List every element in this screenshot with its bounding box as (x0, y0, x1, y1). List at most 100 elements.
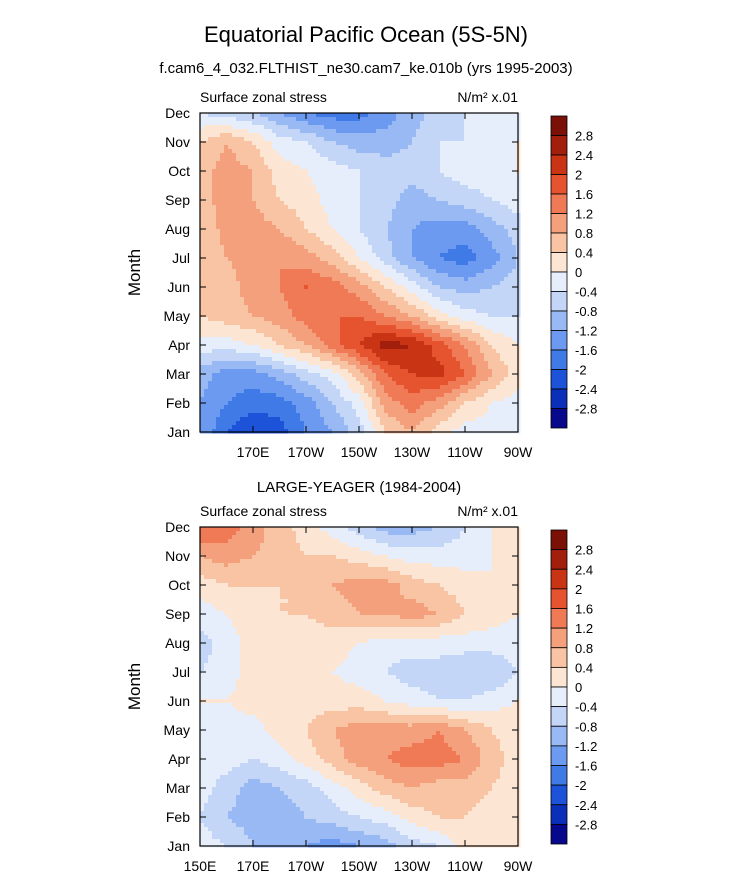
contour-cell (500, 257, 505, 262)
contour-cell (388, 221, 393, 226)
contour-cell (300, 281, 305, 286)
contour-cell (452, 277, 457, 282)
contour-cell (204, 249, 209, 254)
contour-cell (504, 117, 509, 122)
contour-cell (504, 261, 509, 266)
contour-cell (268, 225, 273, 230)
contour-cell (476, 165, 481, 170)
contour-cell (240, 121, 245, 126)
contour-cell (452, 169, 457, 174)
contour-cell (484, 173, 489, 178)
contour-cell (464, 285, 469, 290)
contour-cell (204, 225, 209, 230)
contour-cell (340, 201, 345, 206)
contour-cell (236, 321, 241, 326)
contour-cell (412, 325, 417, 330)
contour-cell (372, 317, 377, 322)
contour-cell (436, 261, 441, 266)
contour-cell (288, 265, 293, 270)
contour-cell (404, 237, 409, 242)
contour-cell (408, 177, 413, 182)
contour-cell (492, 249, 497, 254)
contour-cell (344, 285, 349, 290)
contour-cell (472, 165, 477, 170)
contour-cell (380, 317, 385, 322)
contour-cell (508, 329, 513, 334)
contour-cell (332, 121, 337, 126)
contour-cell (396, 253, 401, 258)
contour-cell (512, 329, 517, 334)
contour-cell (336, 165, 341, 170)
contour-cell (208, 273, 213, 278)
contour-cell (264, 341, 269, 346)
contour-cell (480, 301, 485, 306)
contour-cell (384, 225, 389, 230)
contour-cell (376, 265, 381, 270)
contour-cell (280, 217, 285, 222)
contour-cell (456, 325, 461, 330)
contour-cell (412, 345, 417, 350)
contour-cell (228, 125, 233, 130)
contour-cell (504, 121, 509, 126)
contour-cell (244, 185, 249, 190)
contour-cell (460, 253, 465, 258)
contour-cell (332, 217, 337, 222)
contour-cell (372, 169, 377, 174)
contour-cell (264, 161, 269, 166)
contour-cell (304, 217, 309, 222)
contour-cell (432, 193, 437, 198)
contour-cell (416, 277, 421, 282)
contour-cell (496, 197, 501, 202)
contour-cell (284, 253, 289, 258)
contour-cell (328, 289, 333, 294)
contour-cell (272, 353, 277, 358)
contour-cell (332, 253, 337, 258)
contour-cell (452, 221, 457, 226)
contour-cell (468, 253, 473, 258)
contour-cell (332, 165, 337, 170)
contour-cell (368, 289, 373, 294)
contour-cell (324, 313, 329, 318)
contour-cell (404, 145, 409, 150)
contour-cell (512, 197, 517, 202)
contour-cell (304, 209, 309, 214)
contour-cell (420, 237, 425, 242)
contour-cell (464, 161, 469, 166)
contour-cell (228, 129, 233, 134)
contour-cell (240, 129, 245, 134)
contour-cell (300, 361, 305, 366)
contour-cell (284, 241, 289, 246)
contour-cell (448, 221, 453, 226)
contour-cell (504, 277, 509, 282)
contour-cell (416, 181, 421, 186)
contour-cell (404, 285, 409, 290)
contour-cell (432, 273, 437, 278)
contour-cell (220, 285, 225, 290)
contour-cell (332, 277, 337, 282)
contour-cell (484, 277, 489, 282)
contour-cell (216, 325, 221, 330)
contour-cell (512, 189, 517, 194)
contour-cell (320, 321, 325, 326)
contour-cell (452, 141, 457, 146)
contour-cell (208, 333, 213, 338)
contour-cell (340, 353, 345, 358)
contour-cell (220, 325, 225, 330)
contour-cell (452, 125, 457, 130)
contour-cell (428, 237, 433, 242)
contour-cell (468, 285, 473, 290)
contour-cell (228, 265, 233, 270)
contour-cell (352, 265, 357, 270)
contour-cell (340, 253, 345, 258)
contour-cell (256, 125, 261, 130)
contour-cell (288, 193, 293, 198)
contour-cell (284, 233, 289, 238)
contour-cell (356, 257, 361, 262)
contour-cell (296, 117, 301, 122)
contour-cell (420, 309, 425, 314)
contour-cell (280, 221, 285, 226)
contour-cell (220, 141, 225, 146)
contour-cell (368, 237, 373, 242)
contour-cell (456, 345, 461, 350)
contour-cell (264, 137, 269, 142)
